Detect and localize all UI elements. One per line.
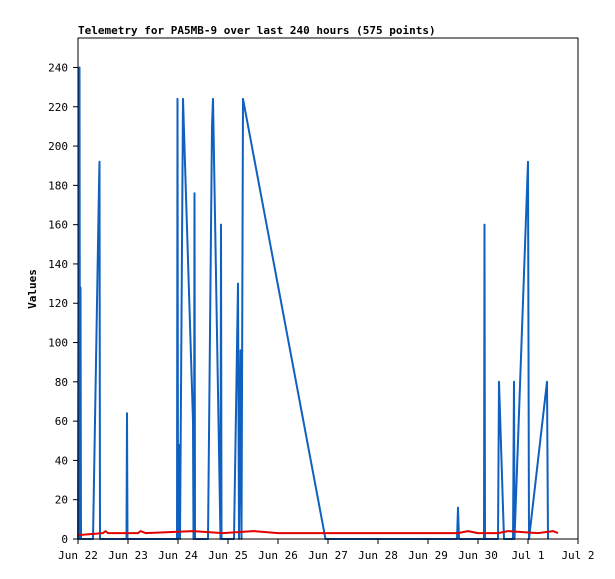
x-tick-label: Jul 2	[561, 549, 594, 562]
y-tick-label: 240	[48, 61, 68, 74]
y-tick-label: 60	[55, 415, 68, 428]
x-tick-label: Jun 24	[158, 549, 198, 562]
y-tick-label: 0	[61, 533, 68, 546]
y-tick-label: 80	[55, 376, 68, 389]
x-tick-label: Jun 29	[408, 549, 448, 562]
y-tick-label: 200	[48, 140, 68, 153]
x-tick-label: Jun 22	[58, 549, 98, 562]
y-tick-label: 220	[48, 101, 68, 114]
x-tick-label: Jun 23	[108, 549, 148, 562]
x-tick-label: Jun 27	[308, 549, 348, 562]
y-tick-label: 40	[55, 454, 68, 467]
y-axis-label: Values	[26, 269, 39, 309]
series-layer	[77, 66, 559, 540]
chart-title: Telemetry for PA5MB-9 over last 240 hour…	[78, 24, 436, 37]
x-tick-label: Jun 28	[358, 549, 398, 562]
x-tick-label: Jul 1	[511, 549, 544, 562]
x-tick-label: Jun 25	[208, 549, 248, 562]
y-tick-label: 100	[48, 337, 68, 350]
y-tick-label: 180	[48, 179, 68, 192]
y-tick-label: 20	[55, 494, 68, 507]
y-axis: 0 20 40 60 80 100 120 140 160 180 200 220 240	[48, 61, 78, 546]
y-tick-label: 140	[48, 258, 68, 271]
x-tick-label: Jun 30	[458, 549, 498, 562]
series-line-2	[77, 530, 559, 537]
x-axis: Jun 22 Jun 23 Jun 24 Jun 25 Jun 26 Jun 27 Jun …	[58, 539, 595, 562]
series-line-1	[77, 66, 549, 540]
y-tick-label: 160	[48, 219, 68, 232]
x-tick-label: Jun 26	[258, 549, 298, 562]
y-tick-label: 120	[48, 297, 68, 310]
